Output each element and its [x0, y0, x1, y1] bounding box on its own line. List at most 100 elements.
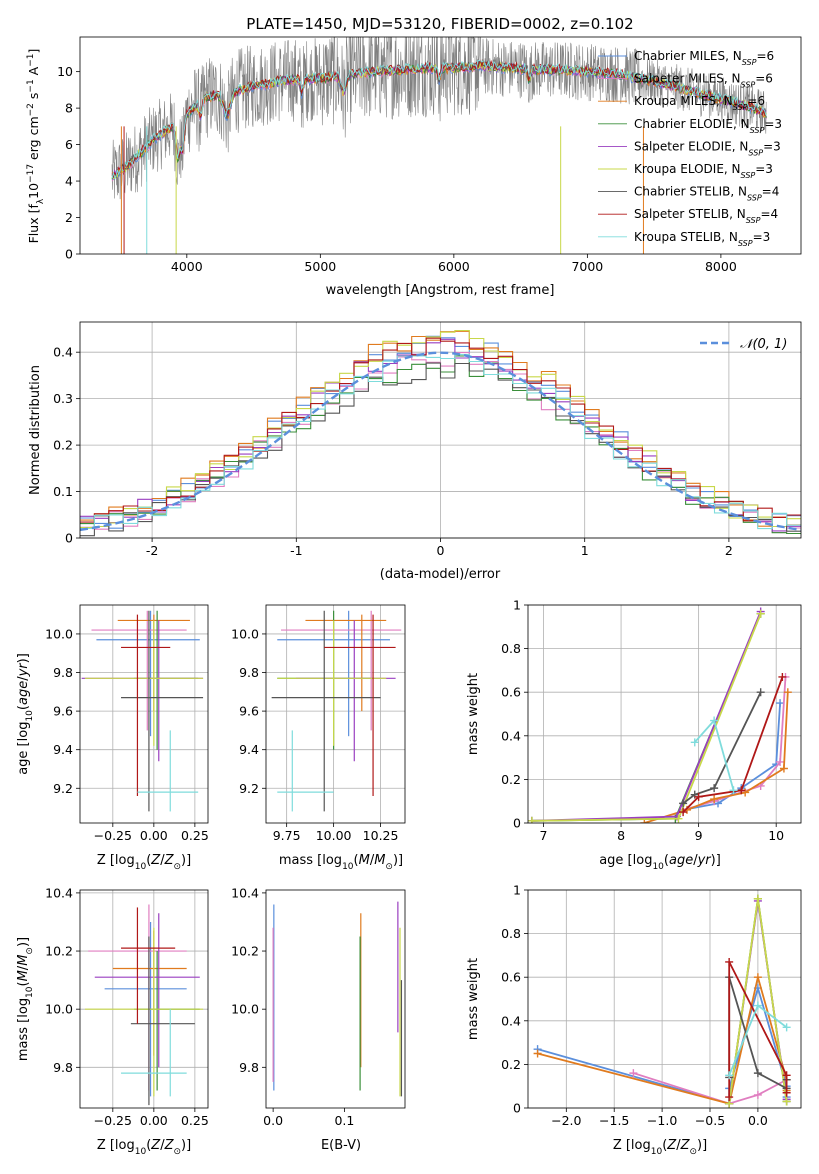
x-tick-label: 6000 — [438, 259, 470, 274]
y-tick-label: 10.2 — [45, 944, 73, 959]
weight-marker — [679, 808, 688, 817]
age-vs-mass-plot: 9.75 10.00 10.25 9.2 9.4 9.6 9.8 10.0 — [231, 604, 406, 843]
x-tick-label: 0.0 — [748, 1113, 768, 1128]
weight-marker — [782, 1097, 791, 1106]
age-vs-metallicity-panel: −0.25 0.00 0.25 9.2 9.4 9.6 9.8 10.0 Z [log10(Z… — [16, 604, 209, 872]
x-tick-label: 0.00 — [140, 828, 168, 843]
weight-series — [528, 607, 792, 823]
legend-label: Chabrier ELODIE, NSSP=3 — [634, 117, 782, 135]
axes-ticks: 7 8 9 10 0 0.2 0.4 0.6 0.8 1 — [501, 598, 801, 843]
error-bars — [81, 610, 204, 812]
weight-marker — [776, 757, 785, 766]
weight-line — [531, 611, 762, 822]
mass-vs-metallicity-xlabel: Z [log10(Z/Z⊙)] — [97, 1138, 191, 1157]
y-tick-label: 0.4 — [501, 728, 521, 743]
weight-marker — [710, 795, 719, 804]
age-vs-mass-panel: 9.75 10.00 10.25 9.2 9.4 9.6 9.8 10.0 mass [log… — [231, 604, 406, 872]
y-tick-label: 0.2 — [501, 772, 521, 787]
y-tick-label: 9.8 — [53, 665, 73, 680]
x-tick-label: −2.0 — [551, 1113, 581, 1128]
axes-ticks: −0.25 0.00 0.25 9.2 9.4 9.6 9.8 10.0 — [45, 605, 209, 843]
legend-label: Chabrier MILES, NSSP=6 — [634, 49, 774, 67]
y-tick-label: 0.3 — [53, 391, 73, 406]
weight-marker — [528, 816, 536, 823]
observed-spectrum-line — [111, 37, 767, 200]
age-vs-metallicity-xlabel: Z [log10(Z/Z⊙)] — [97, 853, 191, 872]
axes-ticks: −0.25 0.00 0.25 9.8 10.0 10.2 10.4 — [45, 885, 209, 1128]
weight-vs-age-ylabel: mass weight — [466, 673, 481, 755]
y-tick-label: 9.6 — [239, 704, 259, 719]
weight-marker — [725, 957, 734, 966]
weight-marker — [753, 894, 762, 903]
y-tick-label: 9.8 — [53, 1060, 73, 1075]
x-tick-label: -2 — [146, 543, 158, 558]
y-tick-label: 9.2 — [239, 781, 259, 796]
x-tick-label: 7000 — [571, 259, 603, 274]
weight-marker — [776, 699, 785, 708]
x-tick-label: 0.25 — [181, 828, 209, 843]
y-tick-label: 0 — [513, 1101, 521, 1116]
spectrum-ylabel: Flux [fλ10−17 erg cm−2 s−1 A−1] — [26, 49, 46, 244]
weight-marker — [782, 1023, 791, 1032]
weight-line — [682, 676, 784, 813]
x-tick-label: 2 — [725, 543, 733, 558]
mass-vs-extinction-panel: 0.0 0.1 9.8 10.0 10.2 10.4 E(B-V) — [231, 885, 406, 1153]
residuals-plot-area — [80, 329, 801, 537]
weight-line — [531, 613, 762, 822]
spectrum-plot-area — [111, 37, 767, 254]
x-tick-label: 0.1 — [334, 1113, 354, 1128]
weight-marker — [725, 1093, 734, 1102]
y-tick-label: 0 — [65, 531, 73, 546]
x-tick-label: 10.25 — [363, 828, 399, 843]
weight-marker — [753, 973, 762, 982]
weight-vs-metallicity-xlabel: Z [log10(Z/Z⊙)] — [613, 1138, 707, 1157]
weight-marker — [679, 799, 688, 808]
axes-frame — [265, 604, 406, 824]
spectrum-legend: Chabrier MILES, NSSP=6 Salpeter MILES, NS… — [598, 49, 782, 247]
y-tick-label: 10.0 — [45, 626, 73, 641]
weight-line — [728, 961, 788, 1098]
axes-frame — [265, 889, 406, 1109]
axes-ticks: 9.75 10.00 10.25 9.2 9.4 9.6 9.8 10.0 — [231, 605, 405, 843]
weight-marker — [640, 819, 649, 823]
weight-marker — [753, 1090, 762, 1099]
axes-frame — [79, 889, 209, 1109]
mass-vs-extinction-plot: 0.0 0.1 9.8 10.0 10.2 10.4 — [231, 885, 406, 1128]
x-tick-label: −0.25 — [94, 828, 132, 843]
legend-label: Kroupa STELIB, NSSP=3 — [634, 230, 770, 248]
x-tick-label: 8000 — [705, 259, 737, 274]
y-tick-label: 0.8 — [501, 641, 521, 656]
y-tick-label: 0.2 — [53, 438, 73, 453]
x-tick-label: −0.5 — [695, 1113, 725, 1128]
y-tick-label: 1 — [513, 598, 521, 613]
mass-vs-metallicity-plot: −0.25 0.00 0.25 9.8 10.0 10.2 10.4 — [45, 885, 209, 1128]
y-tick-label: 10.0 — [45, 1002, 73, 1017]
weight-marker — [753, 1001, 762, 1010]
weight-marker — [710, 716, 719, 725]
weight-vs-metallicity-panel: −2.0 −1.5 −1.0 −0.5 0.0 0 0.2 0.4 0.6 0.8 1 Z [log… — [466, 883, 802, 1157]
age-vs-metallicity-ylabel: age [log10(age/yr)] — [16, 653, 35, 775]
axes-ticks: −2.0 −1.5 −1.0 −0.5 0.0 0 0.2 0.4 0.6 0.8 1 — [501, 883, 801, 1128]
x-tick-label: 10 — [768, 828, 784, 843]
legend-label: Kroupa ELODIE, NSSP=3 — [634, 162, 773, 180]
residuals-frame — [79, 321, 802, 539]
weight-marker — [783, 688, 792, 697]
normal-distribution-curve — [80, 351, 801, 532]
legend-label: Salpeter STELIB, NSSP=4 — [634, 207, 778, 225]
axes-frame — [527, 889, 802, 1109]
x-tick-label: −1.0 — [647, 1113, 677, 1128]
y-tick-label: 0.4 — [501, 1013, 521, 1028]
spectrum-panel: PLATE=1450, MJD=53120, FIBERID=0002, z=0… — [26, 15, 802, 298]
x-tick-label: 0.25 — [181, 1113, 209, 1128]
weight-marker — [737, 786, 746, 795]
y-tick-label: 1 — [513, 883, 521, 898]
weight-marker — [674, 814, 683, 823]
spectrum-xlabel: wavelength [Angstrom, rest frame] — [326, 283, 555, 298]
weight-marker — [782, 1071, 791, 1080]
weight-vs-age-plot: 7 8 9 10 0 0.2 0.4 0.6 0.8 1 — [501, 598, 802, 843]
weight-marker — [782, 1088, 791, 1097]
age-vs-mass-xlabel: mass [log10(M/M⊙)] — [279, 853, 403, 872]
legend-label: Chabrier STELIB, NSSP=4 — [634, 185, 779, 203]
